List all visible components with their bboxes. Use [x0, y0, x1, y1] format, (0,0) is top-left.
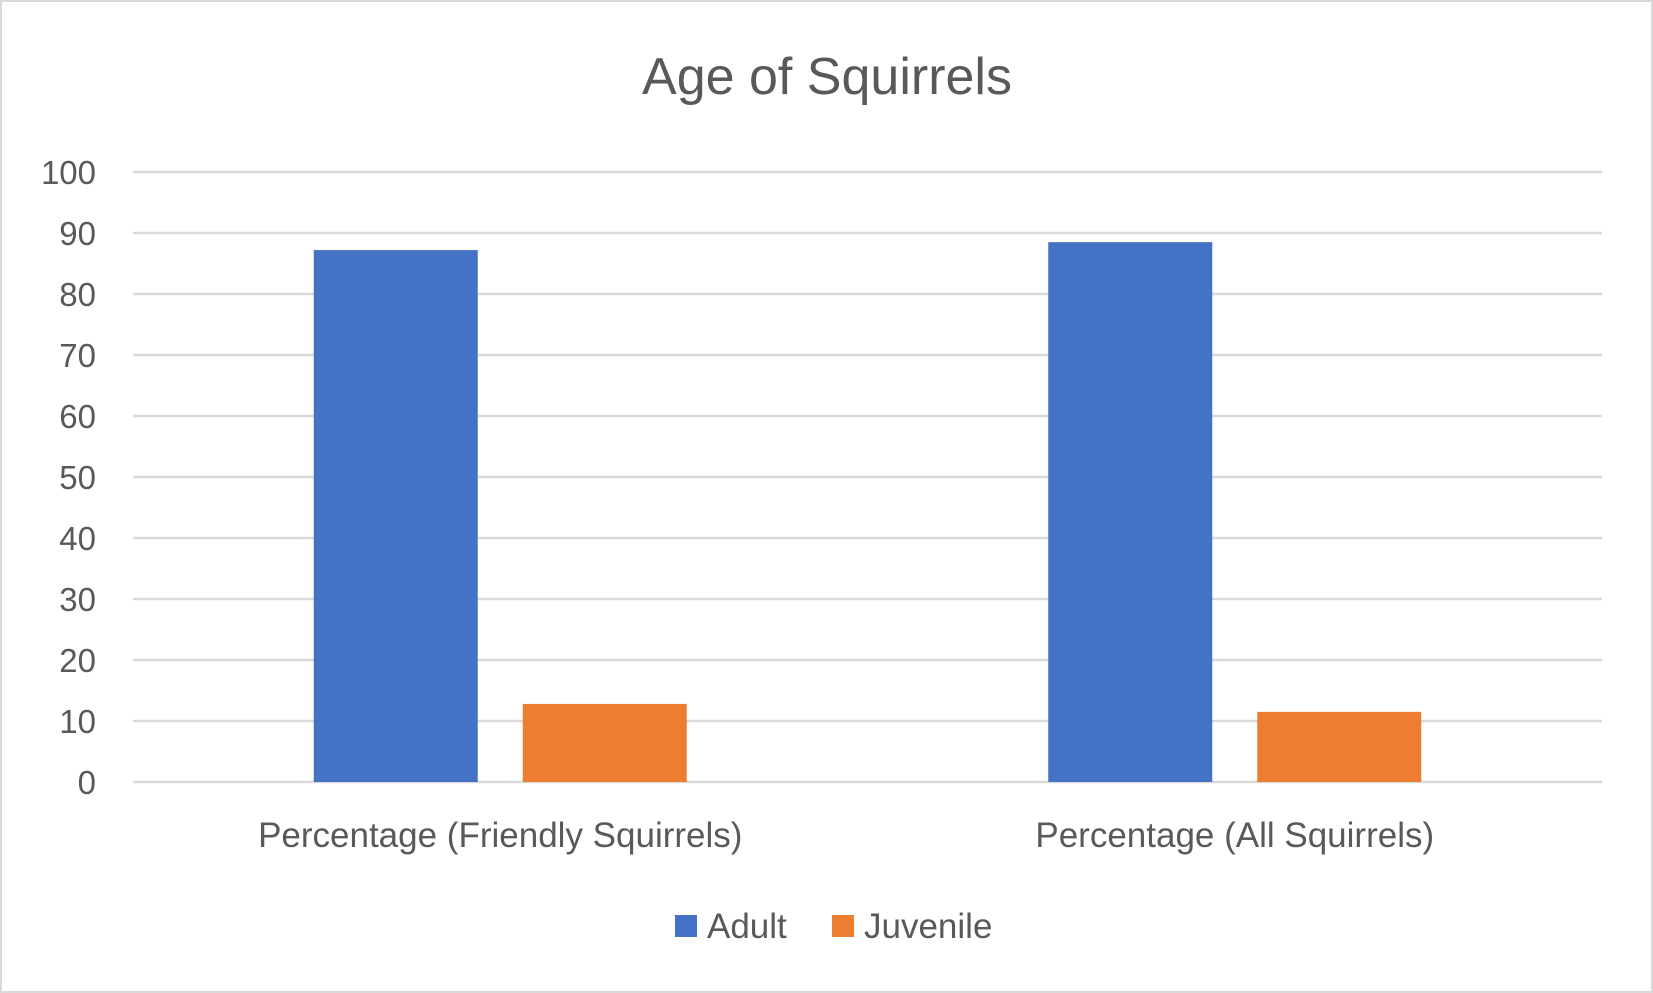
legend-label-adult: Adult	[707, 907, 787, 946]
chart-title: Age of Squirrels	[642, 48, 1012, 106]
y-tick-label: 90	[59, 215, 96, 252]
y-tick-label: 10	[59, 703, 96, 740]
x-axis-category-labels: Percentage (Friendly Squirrels) Percentag…	[258, 816, 1434, 855]
y-tick-label: 60	[59, 398, 96, 435]
x-category-label: Percentage (All Squirrels)	[1035, 816, 1434, 855]
y-axis-tick-labels: 0 10 20 30 40 50 60 70 80 90 100	[41, 154, 96, 801]
y-tick-label: 0	[78, 764, 96, 801]
bar-juvenile-1	[522, 703, 687, 782]
bar-adult-2	[1048, 242, 1213, 782]
y-tick-label: 40	[59, 520, 96, 557]
bar-adult-1	[313, 250, 478, 782]
y-tick-label: 20	[59, 642, 96, 679]
y-tick-label: 70	[59, 337, 96, 374]
y-tick-label: 100	[41, 154, 96, 191]
x-category-label: Percentage (Friendly Squirrels)	[258, 816, 742, 855]
y-tick-label: 50	[59, 459, 96, 496]
y-tick-label: 80	[59, 276, 96, 313]
bar-juvenile-2	[1257, 711, 1422, 782]
legend: Adult Juvenile	[675, 907, 992, 946]
bars	[313, 242, 1422, 782]
legend-label-juvenile: Juvenile	[864, 907, 992, 946]
legend-swatch-juvenile	[832, 915, 854, 937]
y-tick-label: 30	[59, 581, 96, 618]
legend-swatch-adult	[675, 915, 697, 937]
